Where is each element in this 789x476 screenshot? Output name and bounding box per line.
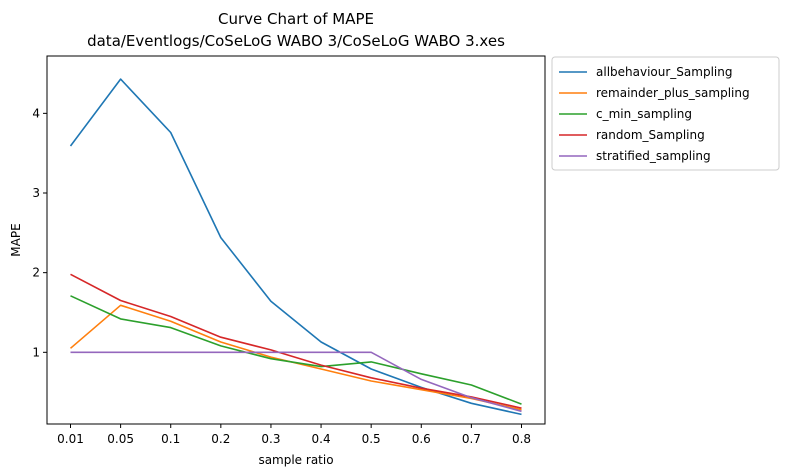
plot-area — [46, 55, 546, 425]
legend-entry: remainder_plus_sampling — [596, 86, 750, 100]
x-axis: 0.01 0.05 0.1 0.2 0.3 0.4 0.5 0.6 0.7 0.8 — [57, 424, 531, 446]
x-axis-label: sample ratio — [258, 453, 333, 467]
chart-title: Curve Chart of MAPE — [218, 10, 374, 28]
y-axis: 1 2 3 4 — [32, 106, 47, 359]
y-tick-label: 3 — [32, 186, 40, 200]
x-tick-label: 0.4 — [312, 432, 331, 446]
legend-entry: stratified_sampling — [596, 149, 711, 163]
legend-box — [551, 56, 780, 171]
x-tick-label: 0.1 — [161, 432, 180, 446]
x-tick-label: 0.7 — [462, 432, 481, 446]
series-line-allbehaviour_Sampling — [69, 78, 522, 416]
legend: allbehaviour_Sampling remainder_plus_samp… — [551, 56, 780, 171]
y-tick-label: 2 — [32, 266, 40, 280]
series-lines — [69, 78, 522, 416]
x-tick-label: 0.8 — [512, 432, 531, 446]
x-tick-label: 0.6 — [412, 432, 431, 446]
x-tick-label: 0.01 — [57, 432, 84, 446]
series-line-stratified_sampling — [70, 351, 522, 413]
x-tick-label: 0.3 — [261, 432, 280, 446]
legend-entry: random_Sampling — [596, 128, 705, 142]
y-tick-label: 4 — [32, 106, 40, 120]
chart-subtitle: data/Eventlogs/CoSeLoG WABO 3/CoSeLoG WA… — [87, 32, 505, 50]
x-tick-label: 0.2 — [211, 432, 230, 446]
y-tick-label: 1 — [32, 345, 40, 359]
series-line-random_Sampling — [70, 273, 522, 409]
x-tick-label: 0.5 — [362, 432, 381, 446]
legend-entry: c_min_sampling — [596, 107, 692, 121]
series-line-c_min_sampling — [70, 295, 522, 405]
legend-entry: allbehaviour_Sampling — [596, 65, 732, 79]
y-axis-label: MAPE — [9, 223, 23, 256]
x-tick-label: 0.05 — [107, 432, 134, 446]
